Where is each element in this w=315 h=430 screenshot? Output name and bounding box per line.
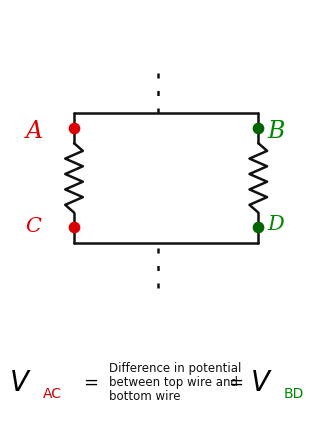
Point — [256, 224, 261, 231]
Text: $V$: $V$ — [9, 369, 32, 396]
Point — [256, 126, 261, 132]
Text: Difference in potential: Difference in potential — [109, 361, 241, 374]
Point — [72, 126, 77, 132]
Text: bottom wire: bottom wire — [109, 390, 180, 402]
Text: $V$: $V$ — [250, 369, 273, 396]
Text: D: D — [267, 215, 284, 234]
Text: between top wire and: between top wire and — [109, 375, 238, 388]
Text: A: A — [26, 120, 43, 143]
Text: AC: AC — [43, 387, 61, 400]
Text: $=$: $=$ — [80, 372, 99, 390]
Text: C: C — [25, 216, 41, 235]
Text: BD: BD — [284, 387, 304, 400]
Point — [72, 224, 77, 231]
Text: B: B — [267, 120, 284, 143]
Text: $=$: $=$ — [225, 372, 244, 390]
